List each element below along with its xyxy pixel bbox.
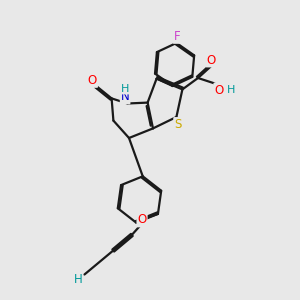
Text: N: N	[121, 90, 130, 104]
Text: H: H	[227, 85, 235, 95]
Text: O: O	[214, 83, 224, 97]
Text: H: H	[121, 83, 129, 94]
Text: F: F	[174, 30, 180, 43]
Text: O: O	[137, 213, 147, 226]
Text: H: H	[74, 273, 82, 286]
Text: O: O	[88, 74, 97, 87]
Text: O: O	[207, 53, 216, 67]
Text: S: S	[174, 118, 182, 131]
